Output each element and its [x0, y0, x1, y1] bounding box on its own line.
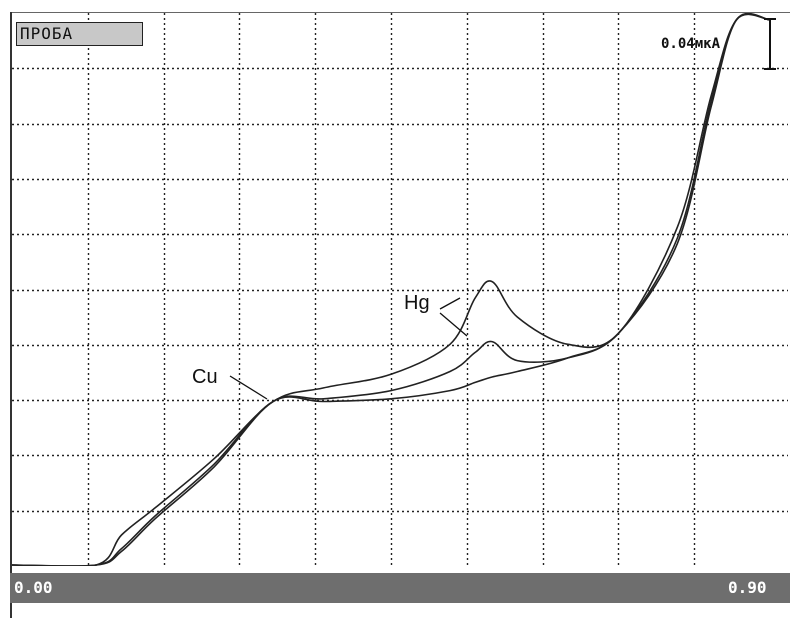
- peak-annotations: Cu Hg: [192, 292, 468, 400]
- cu-label: Cu: [192, 366, 218, 388]
- hg-label: Hg: [404, 292, 430, 314]
- curve-series-2: [12, 13, 771, 566]
- x-axis-min-label: 0.00: [14, 578, 53, 597]
- hg-leader-line-upper: [439, 297, 461, 310]
- x-axis-bar: [10, 573, 790, 603]
- curve-series-1: [12, 13, 771, 566]
- x-axis-max-label: 0.90: [728, 578, 767, 597]
- voltammogram-plot: Cu Hg: [12, 13, 788, 566]
- hg-leader-line-lower: [439, 312, 468, 337]
- plot-grid: [12, 13, 788, 566]
- curve-series-3: [12, 13, 771, 566]
- cu-leader-line: [229, 375, 268, 400]
- frame-top-border: [10, 12, 790, 13]
- sample-mode-label: ПРОБА: [16, 22, 143, 46]
- scale-bar-icon: [764, 18, 776, 70]
- frame-left-border: [10, 12, 12, 618]
- plot-curves: [12, 13, 771, 566]
- current-scale-label: 0.04мкА: [661, 36, 721, 52]
